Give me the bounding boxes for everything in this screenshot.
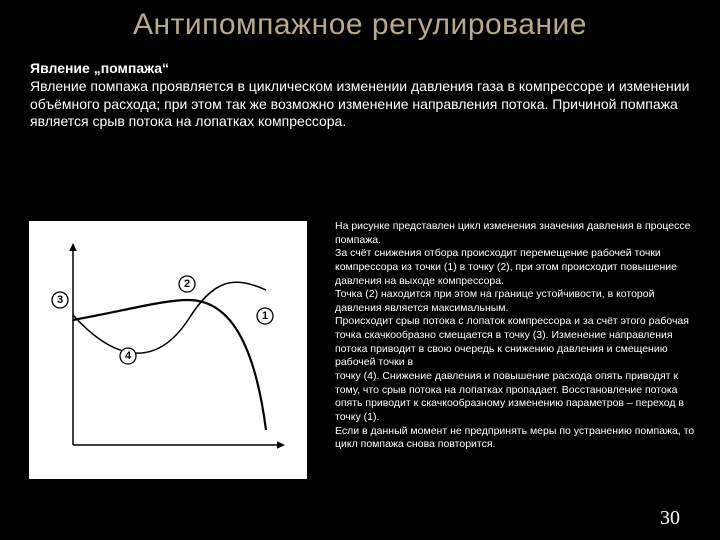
- svg-text:4: 4: [125, 350, 132, 362]
- desc-p4: Происходит срыв потока с лопаток компрес…: [335, 315, 700, 370]
- intro-heading: Явление „помпажа“: [30, 60, 690, 76]
- desc-p5: точку (4). Снижение давления и повышение…: [335, 370, 700, 425]
- intro-block: Явление „помпажа“ Явление помпажа проявл…: [30, 60, 690, 131]
- desc-p1: На рисунке представлен цикл изменения зн…: [335, 220, 700, 247]
- svg-text:1: 1: [262, 310, 268, 322]
- intro-body: Явление помпажа проявляется в циклическо…: [30, 78, 690, 131]
- desc-p6: Если в данный момент не предпринять меры…: [335, 425, 700, 452]
- page-number: 30: [660, 507, 680, 530]
- diagram-description: На рисунке представлен цикл изменения зн…: [335, 220, 700, 452]
- svg-text:2: 2: [184, 278, 190, 290]
- desc-p2: За счёт снижения отбора происходит перем…: [335, 247, 700, 288]
- svg-text:3: 3: [57, 294, 63, 306]
- page-title: Антипомпажное регулирование: [0, 8, 720, 42]
- desc-p3: Точка (2) находится при этом на границе …: [335, 288, 700, 315]
- surge-cycle-diagram: 1 2 3 4: [28, 220, 308, 480]
